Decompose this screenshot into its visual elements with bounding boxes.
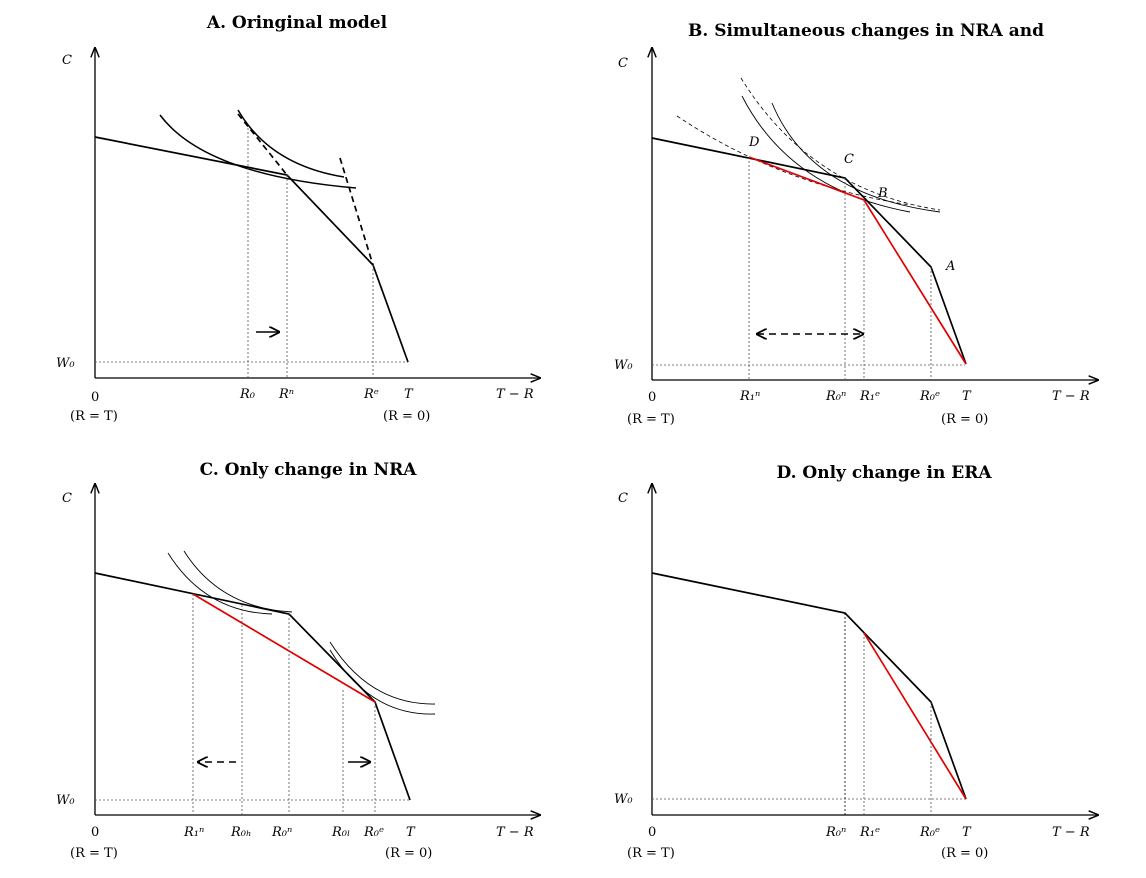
panel-a-origin-label: 0 <box>91 390 99 405</box>
panel-a-y-axis-label: C <box>62 53 72 68</box>
panel-c-origin-label: 0 <box>91 825 99 840</box>
panel-d-origin-note: (R = T) <box>627 846 675 861</box>
panel-a-extension-dash-2 <box>339 157 374 266</box>
panel-b-origin-note: (R = T) <box>627 412 675 427</box>
panel-c-t-note: (R = 0) <box>385 846 432 861</box>
panel-c-x-axis-label: T − R <box>496 825 534 840</box>
panel-c-new-budget-line <box>192 593 376 703</box>
panel-c-origin-note: (R = T) <box>70 846 118 861</box>
panel-b-r1e-tick: R₁ᵉ <box>859 389 880 404</box>
panel-b-indifference-curve-2 <box>771 102 941 213</box>
panel-c-indifference-curve-1 <box>167 552 273 615</box>
panel-c-w0-label: W₀ <box>56 793 75 808</box>
panel-a-indifference-curve-1 <box>159 114 357 189</box>
panel-b-y-axis-label: C <box>618 56 628 71</box>
panel-a-extension-dash-1 <box>237 113 288 176</box>
panel-b-r1n-tick: R₁ⁿ <box>739 389 760 404</box>
panel-b-point-d: D <box>748 135 760 150</box>
panel-a-r0-tick: R₀ <box>239 387 256 402</box>
panel-d-budget-line <box>651 572 967 800</box>
panel-b-point-c: C <box>844 152 854 167</box>
panel-b-origin-label: 0 <box>648 390 656 405</box>
panel-d-r1e-tick: R₁ᵉ <box>859 825 880 840</box>
panel-d-new-budget-line <box>863 632 967 800</box>
panel-d-r0n-tick: R₀ⁿ <box>825 825 846 840</box>
panel-c: C. Only change in NRA C W₀ 0 (R = T) T −… <box>56 460 540 861</box>
panel-b-r0e-tick: R₀ᵉ <box>919 389 940 404</box>
panel-a-indifference-curve-2 <box>237 109 345 178</box>
panel-d-origin-label: 0 <box>648 825 656 840</box>
panel-a-budget-line <box>94 136 409 363</box>
panel-d-t-note: (R = 0) <box>941 846 988 861</box>
panel-a-t-tick: T <box>404 387 414 402</box>
panel-b-indifference-curve-1 <box>741 95 911 213</box>
panel-c-y-axis-label: C <box>62 491 72 506</box>
panel-b-point-a: A <box>945 259 955 274</box>
panel-b-original-budget-line <box>651 137 967 365</box>
panel-d-w0-label: W₀ <box>614 792 633 807</box>
panel-d-y-axis-label: C <box>618 491 628 506</box>
panel-c-r0e-tick: R₀ᵉ <box>363 825 384 840</box>
panel-b-r0n-tick: R₀ⁿ <box>825 389 846 404</box>
panel-d-r0e-tick: R₀ᵉ <box>919 825 940 840</box>
panel-c-r0h-tick: R₀ₕ <box>230 825 252 840</box>
panel-d-title: D. Only change in ERA <box>776 463 992 483</box>
panel-b-w0-label: W₀ <box>614 358 633 373</box>
panel-a-title: A. Oringinal model <box>206 13 388 33</box>
panel-a-x-axis-label: T − R <box>496 387 534 402</box>
panel-c-indifference-curve-2 <box>183 550 293 613</box>
panel-d-t-tick: T <box>962 825 972 840</box>
panel-b-t-note: (R = 0) <box>941 412 988 427</box>
panel-c-r1n-tick: R₁ⁿ <box>183 825 204 840</box>
panel-c-r0l-tick: R₀ₗ <box>331 825 350 840</box>
panel-b-point-b: B <box>877 186 888 201</box>
panel-d-x-axis-label: T − R <box>1052 825 1090 840</box>
panel-a-w0-label: W₀ <box>56 356 75 371</box>
panel-c-indifference-curve-4 <box>329 649 436 715</box>
panel-c-title: C. Only change in NRA <box>200 460 418 480</box>
panel-b-new-budget-line <box>748 156 967 365</box>
panel-c-t-tick: T <box>406 825 416 840</box>
panel-b-dashed-indifference-1 <box>676 115 911 206</box>
panel-a-rn-tick: Rⁿ <box>278 387 294 402</box>
panel-c-indifference-curve-3 <box>329 641 436 705</box>
panel-a: A. Oringinal model C W₀ 0 (R = T) T − R … <box>56 13 540 424</box>
panel-a-origin-note: (R = T) <box>70 409 118 424</box>
panel-b-t-tick: T <box>962 389 972 404</box>
panel-c-budget-line <box>94 572 411 801</box>
panel-a-re-tick: Rᵉ <box>363 387 379 402</box>
panel-b: B. Simultaneous changes in NRA and C W₀ … <box>614 21 1098 427</box>
panel-d: D. Only change in ERA C W₀ 0 (R = T) T −… <box>614 463 1098 861</box>
panel-a-t-note: (R = 0) <box>383 409 430 424</box>
panel-b-title: B. Simultaneous changes in NRA and <box>688 21 1044 41</box>
panel-c-r0n-tick: R₀ⁿ <box>271 825 292 840</box>
panel-b-x-axis-label: T − R <box>1052 389 1090 404</box>
